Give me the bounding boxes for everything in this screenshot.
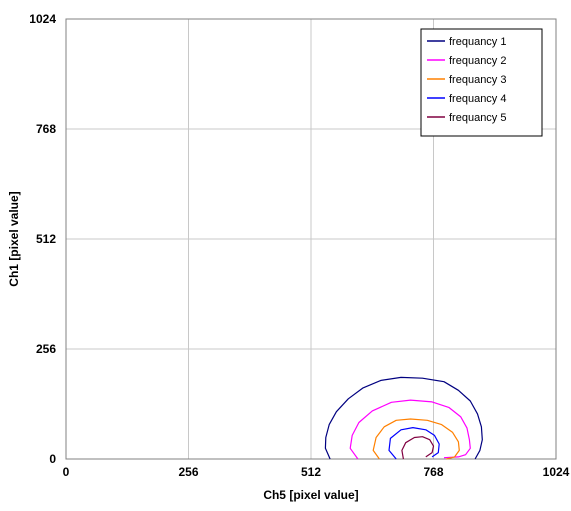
x-tick-label: 512: [301, 465, 321, 479]
series-line-frequancy-4: [388, 427, 440, 460]
y-tick-label: 512: [36, 232, 56, 246]
series-lines: [324, 376, 483, 460]
legend: frequancy 1 frequancy 2 frequancy 3 frequan…: [420, 28, 543, 137]
y-tick-label: 0: [49, 452, 56, 466]
x-tick-label: 768: [423, 465, 443, 479]
series-line-frequancy-2: [349, 399, 471, 460]
x-tick-label: 256: [178, 465, 198, 479]
legend-box: [420, 28, 543, 137]
y-tick-label: 256: [36, 342, 56, 356]
plot-area: [65, 18, 557, 460]
y-tick-label: 1024: [29, 12, 56, 26]
legend-label: frequancy 3: [449, 74, 506, 86]
legend-label: frequancy 5: [449, 112, 506, 124]
x-tick-label: 1024: [543, 465, 570, 479]
legend-label: frequancy 1: [449, 36, 506, 48]
series-line-frequancy-1: [324, 376, 483, 460]
x-tick-label: 0: [63, 465, 70, 479]
y-tick-label: 768: [36, 122, 56, 136]
legend-label: frequancy 4: [449, 93, 506, 105]
y-axis-title: Ch1 [pixel value]: [7, 191, 21, 286]
legend-label: frequancy 2: [449, 55, 506, 67]
series-line-frequancy-3: [372, 418, 460, 460]
tick-labels: 0 256 512 768 1024 0 256 512 768 1024: [29, 12, 569, 479]
series-line-frequancy-5: [401, 436, 435, 460]
x-axis-title: Ch5 [pixel value]: [263, 488, 358, 502]
